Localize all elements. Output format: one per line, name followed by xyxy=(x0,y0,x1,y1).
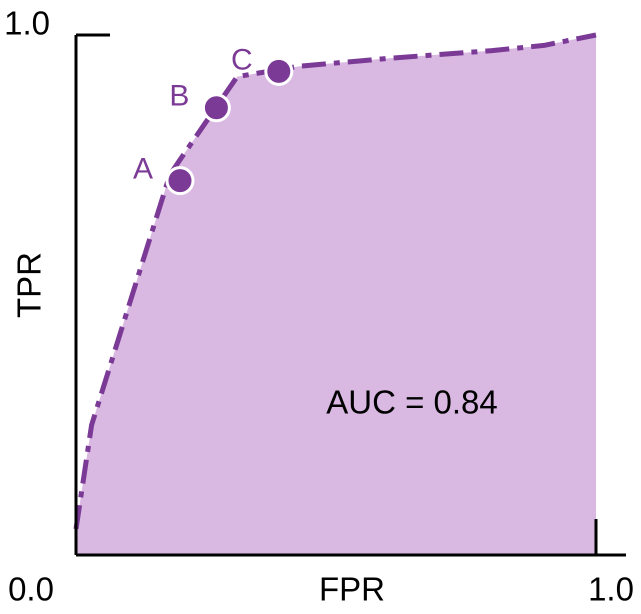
point-label-b: B xyxy=(169,80,189,113)
point-a xyxy=(165,166,195,196)
point-label-a: A xyxy=(133,153,153,186)
point-b xyxy=(201,93,231,123)
point-label-c: C xyxy=(231,43,253,76)
operating-points: A B C xyxy=(133,43,294,196)
auc-annotation: AUC = 0.84 xyxy=(326,384,498,421)
point-c xyxy=(264,56,294,86)
y-axis-label: TPR xyxy=(11,252,48,318)
x-axis-label: FPR xyxy=(319,571,385,608)
x-tick-label-0: 0.0 xyxy=(8,571,54,608)
y-tick-label: 1.0 xyxy=(4,5,50,42)
x-tick-label-1: 1.0 xyxy=(588,571,634,608)
auc-area xyxy=(76,35,596,555)
